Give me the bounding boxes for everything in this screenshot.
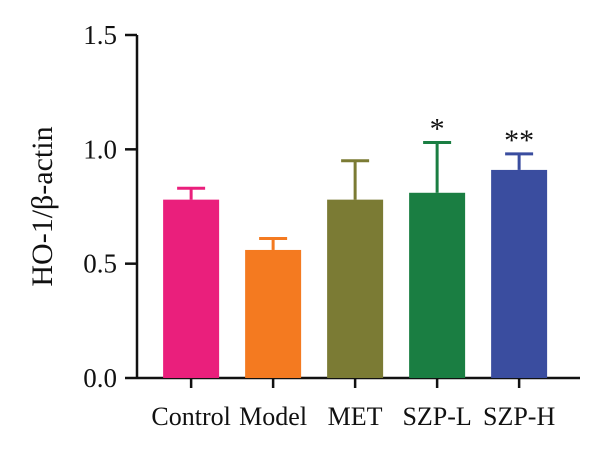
y-tick-label: 0.5 [83,249,117,279]
bar-model [245,249,302,378]
bar-szp-h [491,169,548,378]
y-axis: 0.0 0.5 1.0 1.5 [83,20,139,393]
y-axis-title: HO-1/β-actin [26,126,59,286]
x-tick-label: SZP-L [402,402,471,431]
y-tick-label: 1.0 [83,134,117,164]
bar-series: * ** [163,112,548,378]
bar-met [327,199,384,378]
bar-control [163,199,220,378]
significance-annotation: * [430,112,445,145]
y-tick-label: 1.5 [83,20,117,50]
x-tick-label: SZP-H [483,402,555,431]
x-tick-label: Control [151,402,230,431]
x-tick-label: MET [328,402,383,431]
significance-annotation: ** [504,124,534,157]
bar-szp-l [409,192,466,378]
y-tick-label: 0.0 [83,363,117,393]
x-tick-label: Model [239,402,307,431]
x-axis: Control Model MET SZP-L SZP-H [137,376,580,431]
